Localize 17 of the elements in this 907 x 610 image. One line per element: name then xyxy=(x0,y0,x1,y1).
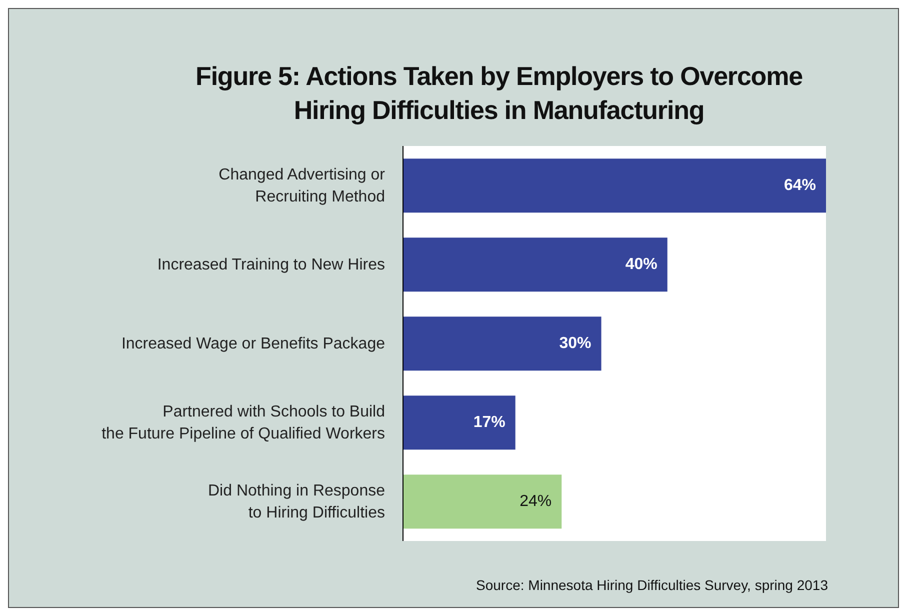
chart-title: Figure 5: Actions Taken by Employers to Overcome Hiring Difficulties in Manufacturing xyxy=(194,60,804,127)
bar xyxy=(403,238,668,292)
source-note: Source: Minnesota Hiring Difficulties Survey, spring 2013 xyxy=(476,577,828,593)
y-tick-label: Increased Wage or Benefits Package xyxy=(121,335,386,352)
bar xyxy=(403,396,516,450)
bar xyxy=(403,158,826,213)
bar xyxy=(403,474,562,529)
data-label: 40% xyxy=(625,256,658,274)
y-tick-label: Partnered with Schools to Build the Future Pipeline of Qualified Workers xyxy=(102,403,385,442)
data-label: 64% xyxy=(784,177,816,194)
y-tick-label: Increased Training to New Hires xyxy=(157,256,385,273)
y-tick-label: Changed Advertising or Recruiting Method xyxy=(218,166,386,205)
y-tick-label: Did Nothing in Response to Hiring Difficulties xyxy=(208,482,386,521)
bar xyxy=(403,316,602,371)
data-label: 17% xyxy=(473,414,506,432)
data-label: 30% xyxy=(559,335,592,352)
data-label: 24% xyxy=(520,493,552,510)
